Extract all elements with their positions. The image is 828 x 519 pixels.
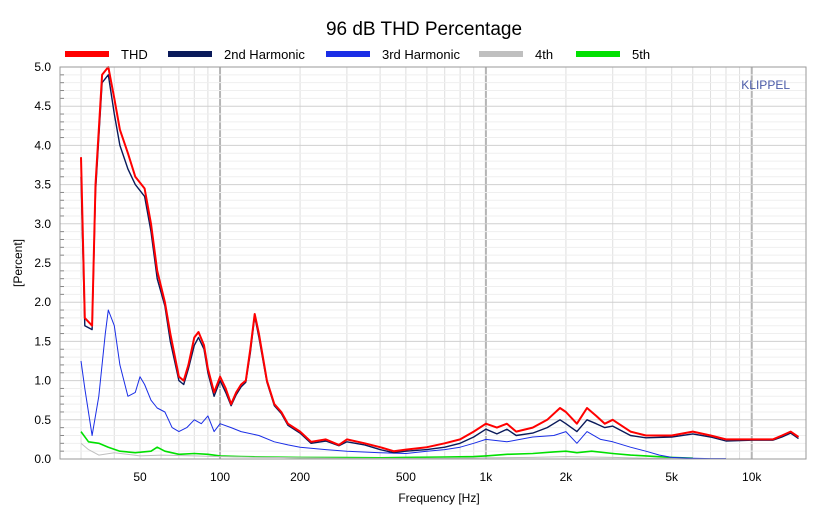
x-tick-label: 5k (665, 470, 679, 484)
legend-swatch (576, 51, 620, 57)
legend-label: 2nd Harmonic (224, 47, 305, 62)
legend-item-3rd-harmonic: 3rd Harmonic (326, 47, 461, 62)
y-tick-label: 2.5 (34, 256, 51, 270)
series-line-2nd-harmonic (80, 74, 799, 454)
legend-swatch (479, 51, 523, 57)
series-line-5th (80, 431, 693, 459)
x-tick-label: 10k (742, 470, 762, 484)
grid (60, 66, 806, 460)
legend-label: 5th (632, 47, 650, 62)
y-tick-label: 1.0 (34, 374, 51, 388)
legend: THD 2nd Harmonic 3rd Harmonic 4th 5th (65, 47, 650, 62)
y-axis-label: [Percent] (11, 239, 25, 287)
y-tick-label: 0.0 (34, 452, 51, 466)
x-tick-label: 200 (290, 470, 310, 484)
legend-swatch (326, 51, 370, 57)
y-tick-labels: 0.0 0.5 1.0 1.5 2.0 2.5 3.0 3.5 4.0 4.5 5.0 (34, 60, 51, 466)
y-tick-label: 2.0 (34, 295, 51, 309)
legend-swatch (168, 51, 212, 57)
y-tick-label: 4.5 (34, 99, 51, 113)
y-tick-label: 4.0 (34, 138, 51, 152)
x-tick-labels: 50 100 200 500 1k 2k 5k 10k (133, 470, 762, 484)
series-line-thd (80, 66, 800, 453)
legend-label: THD (121, 47, 148, 62)
series-line-4th (80, 442, 727, 460)
plot-frame (59, 66, 807, 460)
legend-label: 4th (535, 47, 553, 62)
y-tick-label: 5.0 (34, 60, 51, 74)
y-tick-label: 3.0 (34, 217, 51, 231)
x-tick-label: 1k (480, 470, 494, 484)
x-tick-label: 500 (396, 470, 416, 484)
series-line-3rd-harmonic (80, 309, 726, 460)
legend-label: 3rd Harmonic (382, 47, 461, 62)
legend-swatch (65, 51, 109, 57)
x-tick-label: 100 (210, 470, 230, 484)
y-tick-label: 1.5 (34, 334, 51, 348)
x-tick-label: 2k (560, 470, 574, 484)
legend-item-5th: 5th (576, 47, 650, 62)
y-tick-label: 3.5 (34, 178, 51, 192)
watermark-text: KLIPPEL (741, 78, 790, 92)
series-lines (80, 66, 800, 460)
x-tick-label: 50 (133, 470, 147, 484)
chart-title: 96 dB THD Percentage (326, 19, 522, 40)
legend-item-2nd-harmonic: 2nd Harmonic (168, 47, 305, 62)
legend-item-thd: THD (65, 47, 148, 62)
legend-item-4th: 4th (479, 47, 553, 62)
y-tick-label: 0.5 (34, 413, 51, 427)
x-axis-label: Frequency [Hz] (398, 491, 479, 505)
